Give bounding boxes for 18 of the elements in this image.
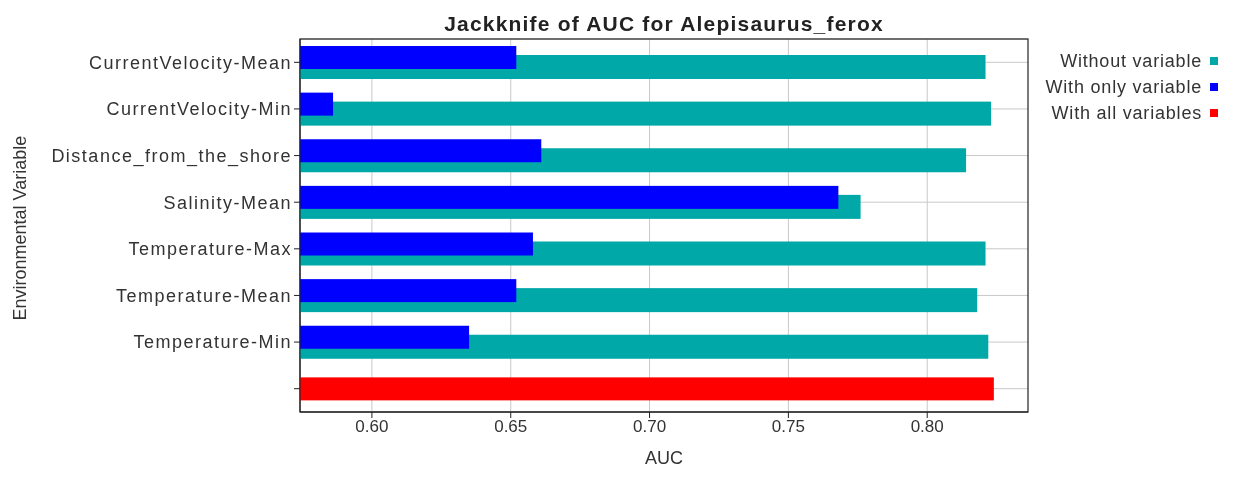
x-tick-label: 0.65 bbox=[494, 417, 528, 437]
y-tick-label: Temperature-Min bbox=[133, 332, 292, 353]
x-tick-label: 0.80 bbox=[910, 417, 944, 437]
x-axis-title: AUC bbox=[644, 448, 684, 468]
legend-label: With only variable bbox=[1045, 76, 1202, 98]
legend-label: Without variable bbox=[1060, 50, 1202, 72]
x-tick-label: 0.60 bbox=[355, 417, 389, 437]
legend-label: With all variables bbox=[1051, 102, 1202, 124]
y-axis-title: Environmental Variable bbox=[10, 135, 31, 321]
y-tick-label: CurrentVelocity-Mean bbox=[88, 52, 292, 73]
y-tick-label: CurrentVelocity-Min bbox=[106, 99, 292, 120]
x-tick-label: 0.70 bbox=[633, 417, 667, 437]
y-tick-label: Distance_from_the_shore bbox=[51, 145, 292, 167]
y-tick-label: Temperature-Max bbox=[128, 239, 292, 260]
y-tick-label: Salinity-Mean bbox=[163, 192, 292, 213]
y-tick-label: Temperature-Mean bbox=[115, 285, 292, 306]
chart-title: Jackknife of AUC for Alepisaurus_ferox bbox=[443, 12, 885, 36]
x-tick-label: 0.75 bbox=[771, 417, 805, 437]
